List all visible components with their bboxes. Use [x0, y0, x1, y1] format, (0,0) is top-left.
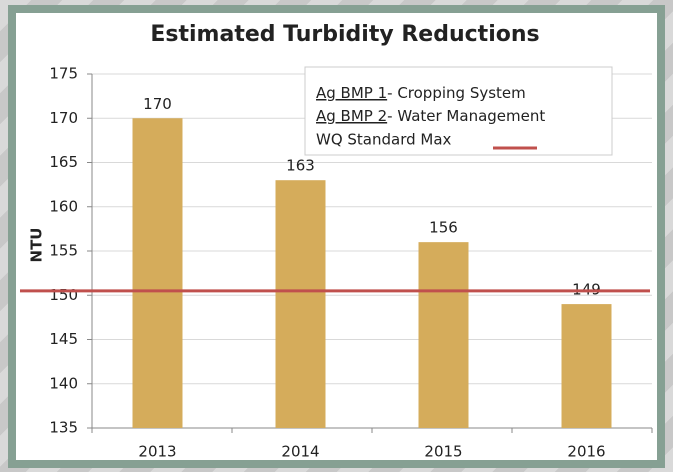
- chart-title: Estimated Turbidity Reductions: [150, 22, 539, 47]
- bar: [132, 118, 183, 428]
- data-label: 170: [143, 95, 172, 113]
- x-tick-label: 2015: [424, 443, 462, 461]
- x-tick-label: 2013: [138, 443, 176, 461]
- x-tick-label: 2014: [281, 443, 319, 461]
- legend-box: [304, 66, 613, 156]
- legend-label: WQ Standard Max: [316, 131, 452, 149]
- legend-text: - Water Management: [387, 107, 545, 125]
- y-tick-label: 150: [49, 286, 78, 304]
- y-tick-label: 135: [49, 419, 78, 437]
- y-tick-label: 175: [49, 65, 78, 83]
- x-tick-label: 2016: [567, 443, 605, 461]
- legend-key: Ag BMP 2: [316, 107, 387, 125]
- legend-note: Ag BMP 2- Water Management: [316, 107, 545, 125]
- legend-text: - Cropping System: [387, 84, 526, 102]
- data-label: 163: [286, 157, 315, 175]
- y-axis-label: NTU: [28, 228, 46, 263]
- y-tick-label: 170: [49, 109, 78, 127]
- y-tick-label: 160: [49, 197, 78, 215]
- y-tick-label: 145: [49, 330, 78, 348]
- legend-key: Ag BMP 1: [316, 84, 387, 102]
- bar: [275, 180, 326, 428]
- y-tick-label: 165: [49, 153, 78, 171]
- data-label: 156: [429, 219, 458, 237]
- y-tick-label: 140: [49, 374, 78, 392]
- bar: [561, 304, 612, 428]
- bar: [418, 242, 469, 428]
- legend-note: Ag BMP 1- Cropping System: [316, 84, 526, 102]
- y-tick-label: 155: [49, 242, 78, 260]
